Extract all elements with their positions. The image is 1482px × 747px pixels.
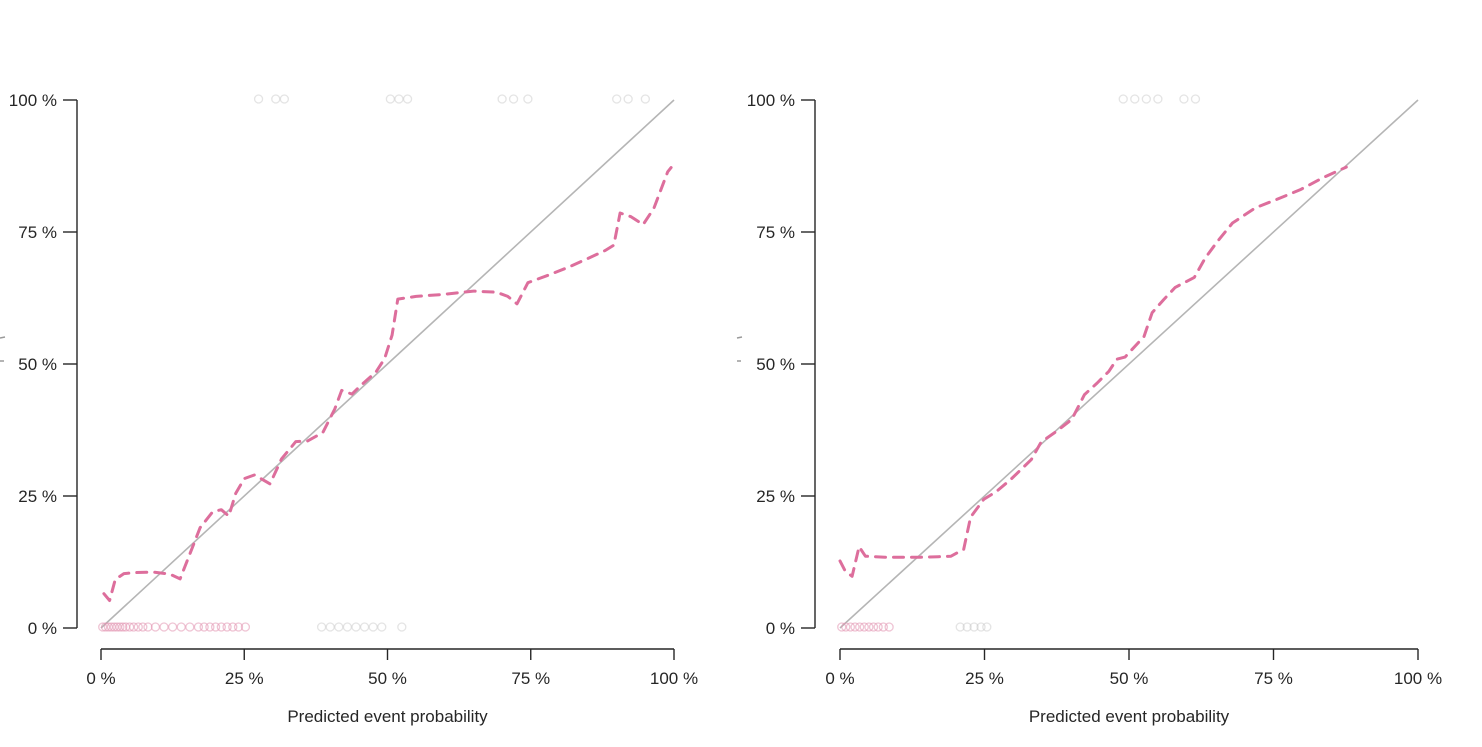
- y-tick-label: 50 %: [18, 355, 57, 374]
- observation-point-nonevent: [969, 622, 979, 632]
- observation-point-event: [253, 94, 264, 104]
- observation-point-event: [640, 94, 650, 104]
- y-tick-label: 75 %: [756, 223, 795, 242]
- observation-point-event: [385, 94, 396, 104]
- observation-point-event: [523, 94, 533, 104]
- x-tick-label: 0 %: [86, 669, 115, 688]
- observation-point-event: [1130, 94, 1140, 104]
- observation-point-nonevent: [205, 622, 215, 632]
- flexible-calibration-curve: [838, 165, 1348, 578]
- observation-point-nonevent: [216, 622, 226, 632]
- y-tick-label: 75 %: [18, 223, 57, 242]
- x-axis-title: Predicted event probability: [1029, 707, 1230, 726]
- observation-point-event: [508, 94, 519, 104]
- observation-point-nonevent: [233, 622, 244, 632]
- y-tick-label: 50 %: [756, 355, 795, 374]
- observation-point-event: [1118, 94, 1128, 104]
- observation-point-nonevent: [884, 622, 894, 632]
- cropped-y-axis-label-fragment: [736, 336, 743, 339]
- observation-point-nonevent: [159, 622, 169, 632]
- observation-point-nonevent: [240, 622, 251, 632]
- observation-point-nonevent: [976, 622, 986, 632]
- observation-point-nonevent: [955, 622, 965, 632]
- observation-point-nonevent: [222, 622, 232, 632]
- flexible-calibration-curve: [102, 166, 673, 602]
- observation-point-nonevent: [397, 622, 407, 632]
- observation-point-event: [394, 94, 404, 104]
- observation-point-event: [279, 94, 290, 104]
- observation-point-nonevent: [138, 622, 148, 632]
- observation-point-nonevent: [316, 622, 327, 632]
- observation-point-nonevent: [193, 622, 204, 632]
- observation-point-event: [497, 94, 507, 104]
- observation-point-nonevent: [845, 622, 856, 632]
- right-calibration-plot: 0 % 25 % 50 % 75 % 100 % 0 % 25 % 50 % 75 % 100 %…: [736, 91, 1442, 726]
- observation-point-nonevent: [878, 622, 888, 632]
- x-tick-label: 50 %: [1110, 669, 1149, 688]
- observation-point-nonevent: [864, 622, 874, 632]
- y-tick-label: 25 %: [18, 487, 57, 506]
- observation-point-nonevent: [129, 622, 139, 632]
- observation-point-nonevent: [133, 622, 143, 632]
- observation-point-nonevent: [855, 622, 865, 632]
- observation-point-nonevent: [377, 622, 387, 632]
- observation-point-event: [623, 94, 633, 104]
- y-tick-label: 0 %: [28, 619, 57, 638]
- observation-point-nonevent: [359, 622, 370, 632]
- left-calibration-plot: 0 % 25 % 50 % 75 % 100 % 0 % 25 % 50 % 75 % 100 %…: [0, 91, 698, 726]
- observation-point-nonevent: [962, 622, 972, 632]
- observation-point-nonevent: [859, 622, 869, 632]
- observation-point-nonevent: [185, 622, 195, 632]
- observation-point-nonevent: [199, 622, 209, 632]
- observation-point-event: [1141, 94, 1151, 104]
- y-tick-label: 100 %: [9, 91, 57, 110]
- observation-point-nonevent: [837, 622, 847, 632]
- observation-point-event: [402, 94, 413, 104]
- observation-point-nonevent: [118, 622, 128, 632]
- observation-point-nonevent: [167, 622, 178, 632]
- observation-point-nonevent: [228, 622, 238, 632]
- x-tick-label: 25 %: [965, 669, 1004, 688]
- observation-point-nonevent: [868, 622, 879, 632]
- observation-point-nonevent: [342, 622, 353, 632]
- x-tick-label: 25 %: [225, 669, 264, 688]
- x-axis-title: Predicted event probability: [287, 707, 488, 726]
- observation-point-event: [1190, 94, 1201, 104]
- observation-point-event: [1179, 94, 1189, 104]
- observation-point-nonevent: [210, 622, 221, 632]
- observation-point-nonevent: [325, 622, 335, 632]
- observation-point-nonevent: [982, 622, 992, 632]
- observation-point-nonevent: [850, 622, 860, 632]
- y-tick-label: 0 %: [766, 619, 795, 638]
- observation-point-nonevent: [873, 622, 883, 632]
- cropped-y-axis-label-fragment: [0, 336, 6, 339]
- x-tick-label: 50 %: [368, 669, 407, 688]
- observation-point-nonevent: [334, 622, 344, 632]
- x-tick-label: 100 %: [650, 669, 698, 688]
- x-tick-label: 75 %: [511, 669, 550, 688]
- observation-point-nonevent: [176, 622, 186, 632]
- y-tick-label: 100 %: [747, 91, 795, 110]
- observation-point-nonevent: [368, 622, 378, 632]
- y-tick-label: 25 %: [756, 487, 795, 506]
- observation-point-nonevent: [841, 622, 851, 632]
- observation-point-event: [271, 94, 281, 104]
- observation-point-nonevent: [115, 622, 125, 632]
- ideal-diagonal-line: [100, 99, 675, 629]
- ideal-diagonal-line: [839, 99, 1419, 629]
- x-tick-label: 75 %: [1254, 669, 1293, 688]
- observation-point-event: [612, 94, 622, 104]
- x-tick-label: 100 %: [1394, 669, 1442, 688]
- observation-point-nonevent: [351, 622, 361, 632]
- observation-point-event: [1153, 94, 1163, 104]
- x-tick-label: 0 %: [825, 669, 854, 688]
